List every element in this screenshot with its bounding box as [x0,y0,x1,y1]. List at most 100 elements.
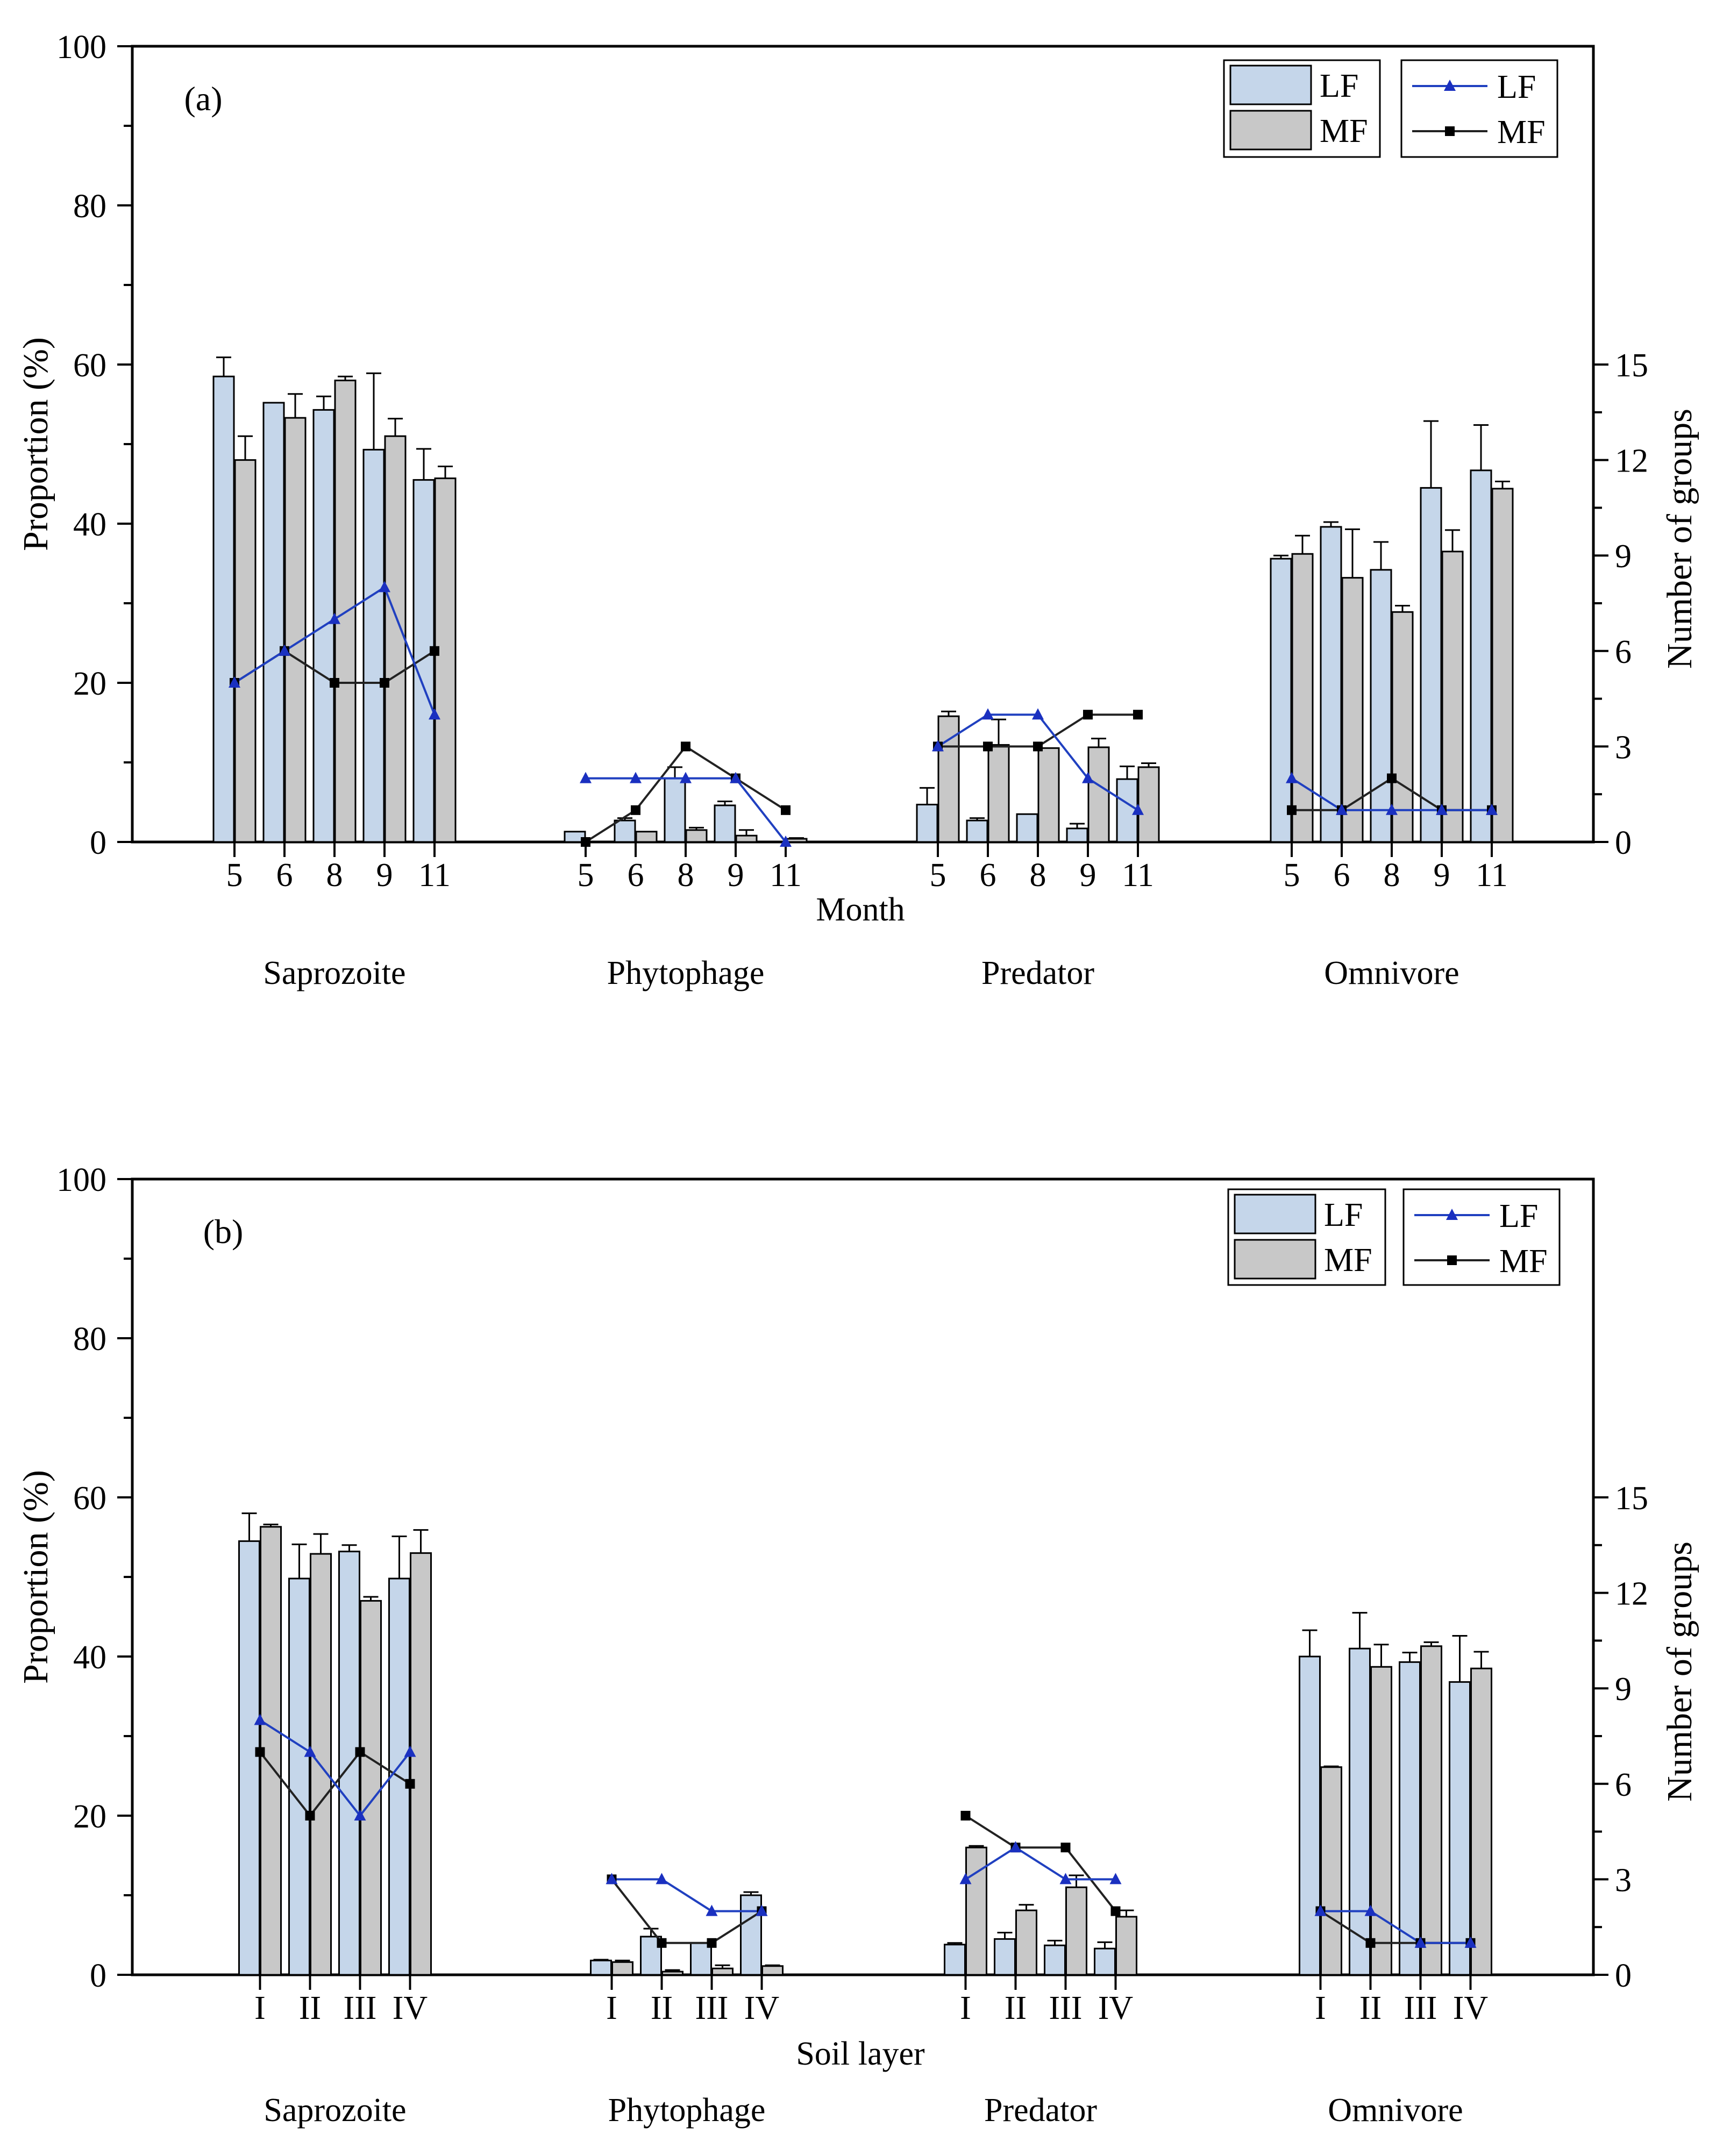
x-tick-label: 8 [1384,857,1400,894]
y-tick-label: 40 [73,1639,106,1676]
legend-label-bar-mf: MF [1320,113,1368,149]
marker-lf [329,612,340,624]
bar-lf [714,804,736,843]
bar-lf [1016,813,1038,843]
bar-lf [1399,1661,1421,1976]
bar-mf [611,1961,633,1976]
x-tick-label: III [1049,1990,1083,2026]
line-lf [611,1878,762,1912]
marker-lf [756,1904,768,1916]
bar-mf [1015,1909,1037,1976]
x-tick-label: I [1315,1990,1326,2026]
marker-lf [656,1873,668,1884]
bar-mf [965,1846,987,1976]
marker-lf [1336,803,1348,815]
bar-mf [1441,551,1464,843]
legend-swatch-mf [1234,1239,1316,1280]
bar-mf [685,829,708,843]
bar-mf [1320,1766,1342,1976]
group-label: Saprozoite [263,955,405,991]
group-label: Omnivore [1324,955,1459,991]
x-tick-label: 6 [628,857,644,894]
marker-lf [1314,1904,1327,1916]
bar-mf [1065,1886,1087,1976]
marker-lf [1464,1936,1477,1948]
x-tick-label: III [344,1990,377,2026]
x-tick-label: 8 [678,857,694,894]
y2-tick-label: 6 [1615,1767,1632,1803]
bar-lf [1116,778,1138,843]
marker-mf [707,1938,717,1948]
marker-lf [1286,772,1298,783]
marker-lf [706,1904,718,1916]
marker-lf [1009,1841,1022,1853]
marker-lf [580,772,592,783]
x-tick-label: III [695,1990,729,2026]
legend-label-bar-mf: MF [1324,1242,1372,1279]
x-tick-label: 8 [1030,857,1046,894]
marker-lf [354,1809,366,1821]
legend-label-bar-lf: LF [1324,1197,1363,1233]
bar-lf [412,479,435,843]
legend-label-line-lf: LF [1499,1198,1538,1234]
bar-lf [288,1577,310,1976]
x-tick-label: 11 [770,857,802,894]
x-tick-label: III [1404,1990,1437,2026]
marker-lf [1032,708,1044,720]
y2-tick-label: 15 [1615,1480,1648,1517]
x-tick-label: 11 [1476,857,1508,894]
x-tick-label: 5 [930,857,946,894]
y-tick-label: 20 [73,1798,106,1835]
marker-mf [983,741,993,752]
bar-mf [785,838,808,843]
marker-lf [1082,772,1094,783]
bar-mf [711,1967,734,1976]
marker-mf [681,741,690,752]
marker-lf [982,708,994,720]
x-tick-label: II [651,1990,673,2026]
marker-lf [379,581,390,592]
bar-mf [284,417,307,843]
y2-tick-label: 3 [1615,729,1632,766]
bar-mf [661,1971,683,1976]
bar-mf [1037,747,1060,843]
x-tick-label: I [606,1990,617,2026]
x-tick-label: 9 [1080,857,1096,894]
bar-mf [360,1600,382,1976]
marker-mf [305,1811,315,1821]
panel-a-chart: 0 20 40 60 80 100 0 3 6 9 12 15 Proportion (%) Number… [16,29,1699,991]
bar-mf [434,477,457,843]
marker-mf [255,1747,265,1757]
bar-mf [1087,746,1110,843]
marker-lf [606,1873,618,1884]
bar-lf [1044,1944,1066,1976]
y2-tick-label: 9 [1615,538,1632,575]
legend-swatch-mf [1229,110,1312,151]
marker-mf [781,805,791,815]
panel-label: (b) [203,1212,244,1251]
bar-lf [664,777,686,843]
x-axis-label: Soil layer [796,2036,925,2072]
y2-tick-label: 12 [1615,1576,1648,1612]
bar-lf [966,819,988,843]
x-tick-label: 5 [226,857,243,894]
bar-mf [1391,611,1414,843]
marker-lf [254,1714,266,1725]
bar-lf [238,1540,260,1976]
x-tick-label: IV [393,1990,428,2026]
bar-lf [614,819,636,843]
group-label: Predator [981,955,1094,991]
bar-mf [384,435,407,843]
y2-tick-label: 12 [1615,443,1648,480]
panel-label: (a) [184,80,222,118]
legend-line-box [1402,1188,1561,1286]
y-tick-label: 80 [73,1321,106,1358]
legend-label-line-mf: MF [1499,1243,1548,1280]
marker-lf [730,772,742,783]
x-tick-label: 11 [418,857,451,894]
legend-label-line-lf: LF [1497,69,1536,105]
bar-lf [362,448,385,843]
marker-lf [1414,1936,1427,1948]
y-axis-label: Proportion (%) [16,1470,55,1684]
bar-mf [735,834,758,843]
